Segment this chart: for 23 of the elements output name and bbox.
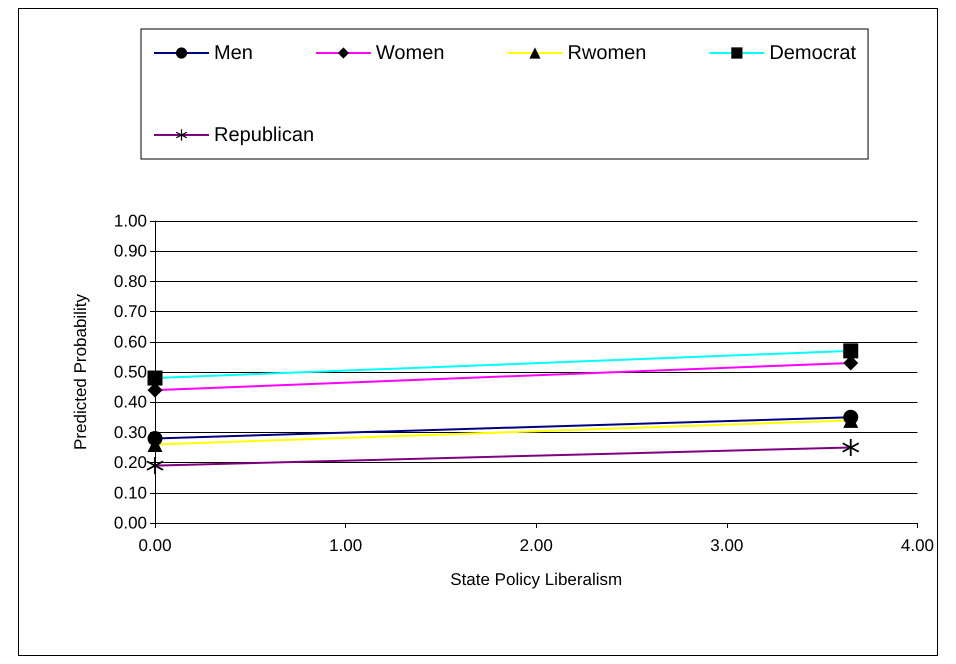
legend-label: Republican bbox=[214, 124, 314, 146]
legend-label: Men bbox=[214, 42, 253, 64]
y-tick-label: 0.30 bbox=[114, 422, 147, 442]
legend-label: Rwomen bbox=[567, 42, 646, 64]
legend-label: Women bbox=[376, 42, 444, 64]
x-tick-label: 2.00 bbox=[520, 536, 553, 555]
y-tick-label: 0.70 bbox=[114, 302, 147, 322]
x-tick-label: 4.00 bbox=[900, 536, 934, 555]
y-tick-label: 0.80 bbox=[114, 272, 147, 291]
legend-label: Democrat bbox=[769, 42, 856, 64]
y-tick-label: 0.40 bbox=[114, 392, 147, 412]
x-tick-label: 3.00 bbox=[710, 536, 744, 555]
y-tick-label: 0.00 bbox=[114, 514, 147, 532]
y-axis-title: Predicted Probability bbox=[71, 294, 90, 450]
x-tick-label: 1.00 bbox=[329, 536, 362, 555]
x-axis-title: State Policy Liberalism bbox=[450, 570, 622, 589]
y-tick-label: 0.20 bbox=[114, 453, 147, 472]
y-tick-label: 0.10 bbox=[114, 483, 147, 502]
y-tick-label: 1.00 bbox=[114, 212, 147, 230]
x-tick-label: 0.00 bbox=[138, 536, 172, 555]
y-tick-label: 0.90 bbox=[114, 242, 147, 261]
y-tick-label: 0.60 bbox=[114, 332, 147, 352]
y-tick-label: 0.50 bbox=[114, 362, 147, 382]
